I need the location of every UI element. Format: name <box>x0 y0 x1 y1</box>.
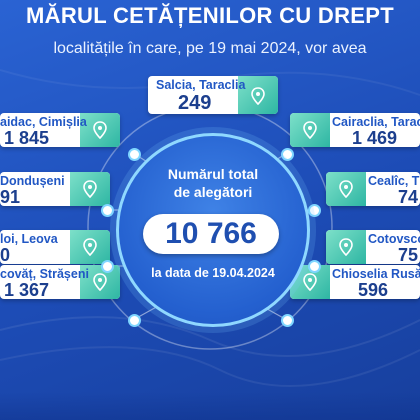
locality-card-left-3: loi, Leova 0 <box>0 230 110 264</box>
total-label-line-2: de alegători <box>173 184 253 200</box>
locality-name: aidac, Cimișlia <box>0 115 87 129</box>
location-pin-icon <box>339 238 353 256</box>
bottom-fade <box>0 392 420 420</box>
total-label: Numărul total de alegători <box>116 165 310 201</box>
locality-value: 1 367 <box>4 280 50 299</box>
location-pin-icon <box>303 121 317 139</box>
connector-dot <box>308 260 321 273</box>
locality-value: 74 <box>398 187 419 206</box>
location-pin-icon <box>83 238 97 256</box>
locality-name: Cealîc, T <box>368 174 420 188</box>
locality-value: 0 <box>0 245 11 264</box>
locality-name: Cairaclia, Taraclia <box>332 115 420 129</box>
connector-dot <box>128 314 141 327</box>
location-pin-icon <box>93 121 107 139</box>
connector-dot <box>281 314 294 327</box>
locality-value: 91 <box>0 187 21 206</box>
locality-value: 1 845 <box>4 128 50 147</box>
locality-card-left-1: aidac, Cimișlia 1 845 <box>0 113 120 147</box>
locality-card-left-4: covăț, Strășeni 1 367 <box>0 265 120 299</box>
total-label-line-1: Numărul total <box>167 166 259 182</box>
location-pin-icon <box>93 273 107 291</box>
locality-value: 249 <box>178 92 212 114</box>
connector-dot <box>101 204 114 217</box>
locality-name: Dondușeni <box>0 174 65 188</box>
location-pin-icon <box>251 87 265 105</box>
page-title: MĂRUL CETĂȚENILOR CU DREPT <box>26 3 394 28</box>
locality-card-right-2: Cealîc, T 74 <box>326 172 420 206</box>
locality-card-top: Salcia, Taraclia 249 <box>148 76 278 114</box>
connector-dot <box>128 148 141 161</box>
date-label: la data de 19.04.2024 <box>151 266 275 280</box>
connector-dot <box>281 148 294 161</box>
locality-value: 75 <box>398 245 419 264</box>
locality-value: 1 469 <box>352 128 398 147</box>
connector-dot <box>308 204 321 217</box>
locality-name: covăț, Strășeni <box>0 267 89 281</box>
locality-name: loi, Leova <box>0 232 58 246</box>
locality-card-right-1: Cairaclia, Taraclia 1 469 <box>290 113 420 147</box>
locality-card-left-2: Dondușeni 91 <box>0 172 110 206</box>
locality-value: 596 <box>358 280 389 299</box>
locality-name: Salcia, Taraclia <box>156 78 246 92</box>
location-pin-icon <box>303 273 317 291</box>
connector-dot <box>101 260 114 273</box>
location-pin-icon <box>339 180 353 198</box>
location-pin-icon <box>83 180 97 198</box>
locality-card-right-3: Cotovsco 75 <box>326 230 420 264</box>
page-subtitle: localitățile în care, pe 19 mai 2024, vo… <box>53 40 367 57</box>
locality-name: Cotovsco <box>368 232 420 246</box>
locality-name: Chioselia Rusă, U <box>332 267 420 281</box>
total-value: 10 766 <box>143 214 279 254</box>
